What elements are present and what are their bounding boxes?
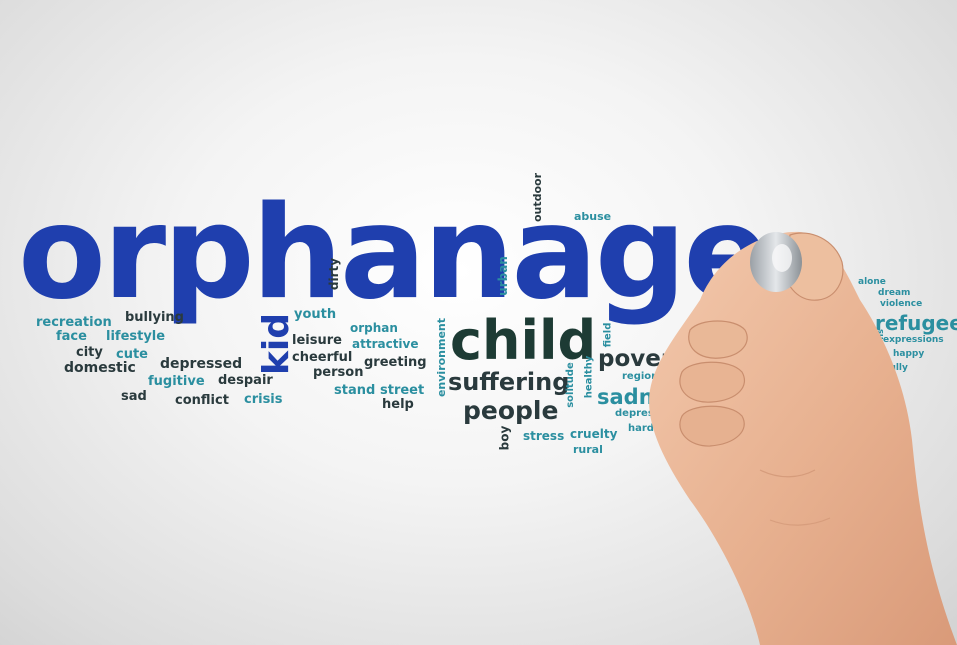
word-cruelty: cruelty	[570, 427, 618, 441]
word-refugee: refugee	[875, 311, 957, 335]
word-happy: happy	[893, 349, 925, 359]
word-cheerful: cheerful	[292, 350, 353, 365]
word-people: people	[463, 396, 559, 425]
word-rural: rural	[573, 443, 603, 456]
word-depressed: depressed	[160, 356, 243, 372]
word-violence: violence	[880, 299, 923, 309]
word-hard: hard	[628, 423, 654, 434]
word-region: region	[622, 371, 659, 382]
word-greeting: greeting	[364, 355, 427, 370]
word-bullying: bullying	[125, 310, 184, 325]
word-suffering: suffering	[448, 368, 570, 396]
word-expressions: expressions	[883, 335, 944, 345]
word-fugitive: fugitive	[148, 374, 205, 389]
word-domestic: domestic	[64, 360, 136, 376]
word-recreation: recreation	[36, 315, 112, 330]
word-alone: alone	[858, 277, 886, 287]
word-face: face	[56, 329, 87, 344]
word-despair: despair	[218, 373, 273, 388]
word-conflict: conflict	[175, 393, 229, 408]
word-depression: depression	[615, 408, 678, 419]
word-orphanage: orphanage	[18, 179, 770, 328]
word-street: street	[380, 383, 425, 398]
word-stand: stand	[334, 383, 376, 398]
word-child: child	[450, 309, 597, 372]
word-leisure: leisure	[292, 333, 342, 348]
word-lifestyle: lifestyle	[106, 329, 166, 344]
word-sad: sad	[121, 389, 147, 404]
word-person: person	[313, 365, 364, 380]
word-help: help	[382, 397, 414, 412]
word-orphan: orphan	[350, 321, 398, 335]
word-crisis: crisis	[244, 392, 283, 407]
word-abuse: abuse	[574, 210, 612, 223]
word-cute: cute	[116, 347, 148, 362]
word-attractive: attractive	[352, 337, 419, 351]
word-city: city	[76, 345, 103, 360]
word-stress: stress	[523, 429, 565, 443]
word-youth: youth	[294, 307, 337, 322]
word-dream: dream	[878, 288, 911, 298]
word-bully: bully	[883, 363, 908, 373]
